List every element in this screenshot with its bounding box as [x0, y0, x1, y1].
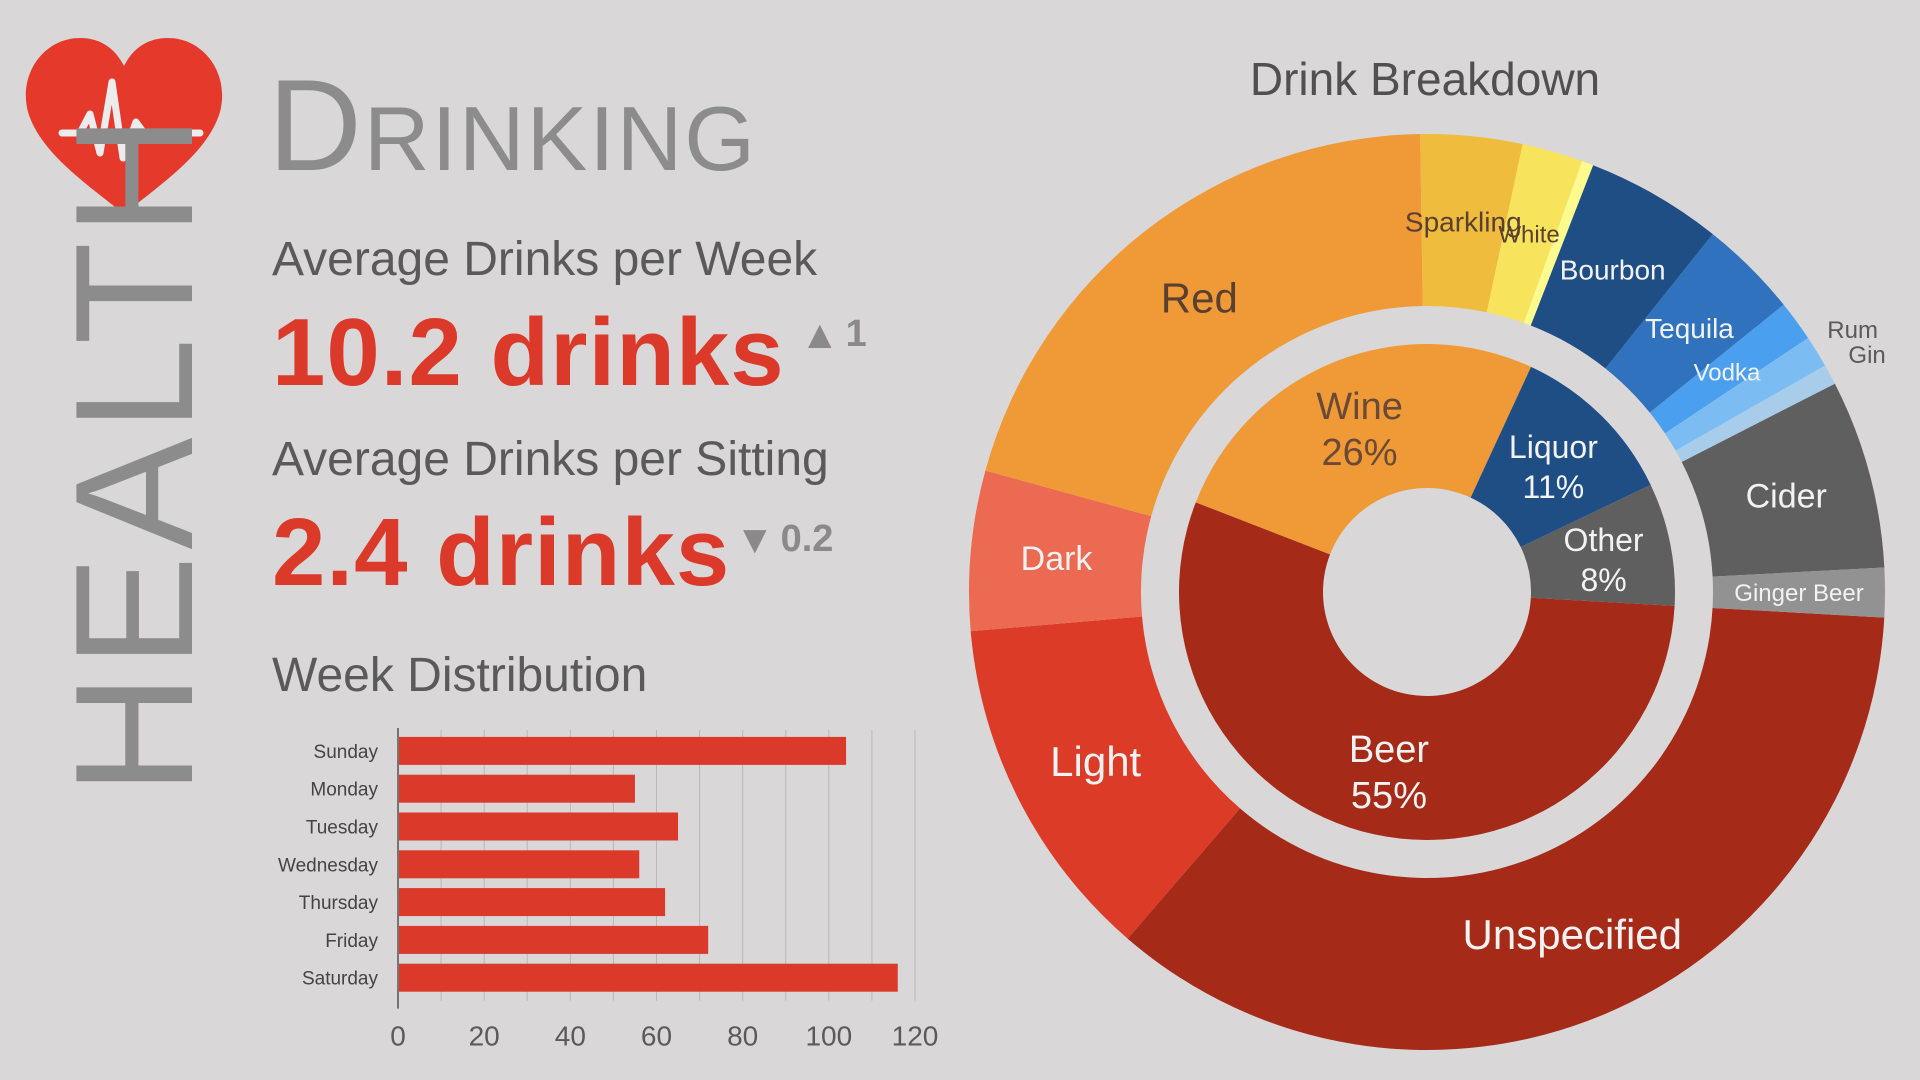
outer-slice	[1712, 567, 1885, 618]
x-tick-label: 40	[555, 1021, 586, 1052]
down-arrow-icon: ▼	[735, 518, 775, 562]
outer-slice	[969, 470, 1152, 632]
inner-slice-percent: 8%	[1580, 562, 1626, 598]
outer-slice	[1675, 365, 1835, 462]
x-tick-label: 20	[469, 1021, 500, 1052]
x-tick-label: 80	[727, 1021, 758, 1052]
inner-slice	[1520, 484, 1675, 606]
outer-slice	[1605, 234, 1784, 413]
category-label: Sunday	[314, 742, 379, 763]
avg-sitting-value: 2.4 drinks	[272, 499, 731, 606]
outer-slice-label: Sparkling	[1405, 207, 1522, 238]
inner-slice-percent: 11%	[1523, 469, 1585, 505]
inner-slice-name: Beer	[1349, 729, 1430, 771]
x-tick-label: 120	[892, 1021, 939, 1052]
x-tick-label: 0	[390, 1021, 406, 1052]
outer-slice	[970, 616, 1241, 939]
outer-slice-label: Unspecified	[1463, 911, 1682, 958]
category-label: Thursday	[299, 893, 379, 914]
outer-slice	[1486, 144, 1583, 323]
week-distribution-title: Week Distribution	[272, 649, 648, 702]
inner-slice-name: Liquor	[1509, 429, 1598, 465]
category-label: Tuesday	[306, 818, 379, 839]
outer-slice	[985, 134, 1423, 517]
inner-slice	[1179, 502, 1675, 840]
category-label: Friday	[325, 931, 378, 952]
outer-slice-label: Rum	[1827, 317, 1878, 344]
bar	[399, 812, 679, 841]
inner-slice	[1470, 366, 1651, 548]
outer-slice-label: Red	[1161, 275, 1238, 322]
outer-slice-label: Tequila	[1645, 313, 1734, 344]
outer-slice-label: Vodka	[1694, 359, 1761, 386]
inner-slice-percent: 26%	[1322, 432, 1398, 474]
inner-slice-percent: 55%	[1351, 775, 1427, 817]
avg-sitting-change: ▼ 0.2	[735, 518, 833, 563]
avg-week-value: 10.2 drinks	[272, 299, 785, 406]
avg-week-change-value: 1	[845, 313, 867, 355]
outer-slice	[1649, 304, 1809, 434]
outer-slice-label: Ginger Beer	[1734, 580, 1863, 607]
avg-sitting-label: Average Drinks per Sitting	[272, 433, 829, 486]
outer-slice	[1127, 607, 1885, 1050]
inner-slice-name: Other	[1564, 522, 1644, 558]
bar	[399, 888, 666, 917]
avg-week-label: Average Drinks per Week	[272, 233, 818, 286]
category-label: Monday	[310, 780, 378, 801]
outer-slice-label: Cider	[1746, 477, 1827, 515]
outer-slice	[1664, 337, 1826, 451]
avg-week-change: ▲ 1	[800, 313, 867, 358]
inner-slice	[1195, 343, 1532, 555]
outer-slice-label: Dark	[1021, 540, 1094, 578]
drink-breakdown-title: Drink Breakdown	[1249, 53, 1601, 105]
outer-slice-label: White	[1498, 222, 1559, 249]
outer-slice-label: Light	[1050, 738, 1141, 785]
outer-slice	[1420, 134, 1523, 313]
heart-logo-icon	[25, 38, 223, 214]
outer-slice-label: Gin	[1848, 342, 1885, 369]
bar	[399, 963, 898, 992]
bar	[399, 925, 709, 954]
category-label: Wednesday	[278, 855, 378, 876]
avg-sitting-change-value: 0.2	[780, 518, 834, 560]
category-label: Saturday	[302, 969, 379, 990]
outer-slice	[1681, 383, 1885, 577]
x-tick-label: 60	[641, 1021, 672, 1052]
bar	[399, 736, 847, 765]
outer-slice-label: Bourbon	[1560, 254, 1666, 285]
page-title: Drinking	[268, 52, 758, 198]
x-tick-label: 100	[805, 1021, 852, 1052]
outer-slice	[1523, 161, 1594, 326]
outer-slice	[1530, 165, 1713, 369]
bar	[399, 774, 635, 803]
inner-slice-name: Wine	[1316, 386, 1403, 428]
up-arrow-icon: ▲	[800, 313, 840, 357]
bar	[399, 850, 640, 879]
